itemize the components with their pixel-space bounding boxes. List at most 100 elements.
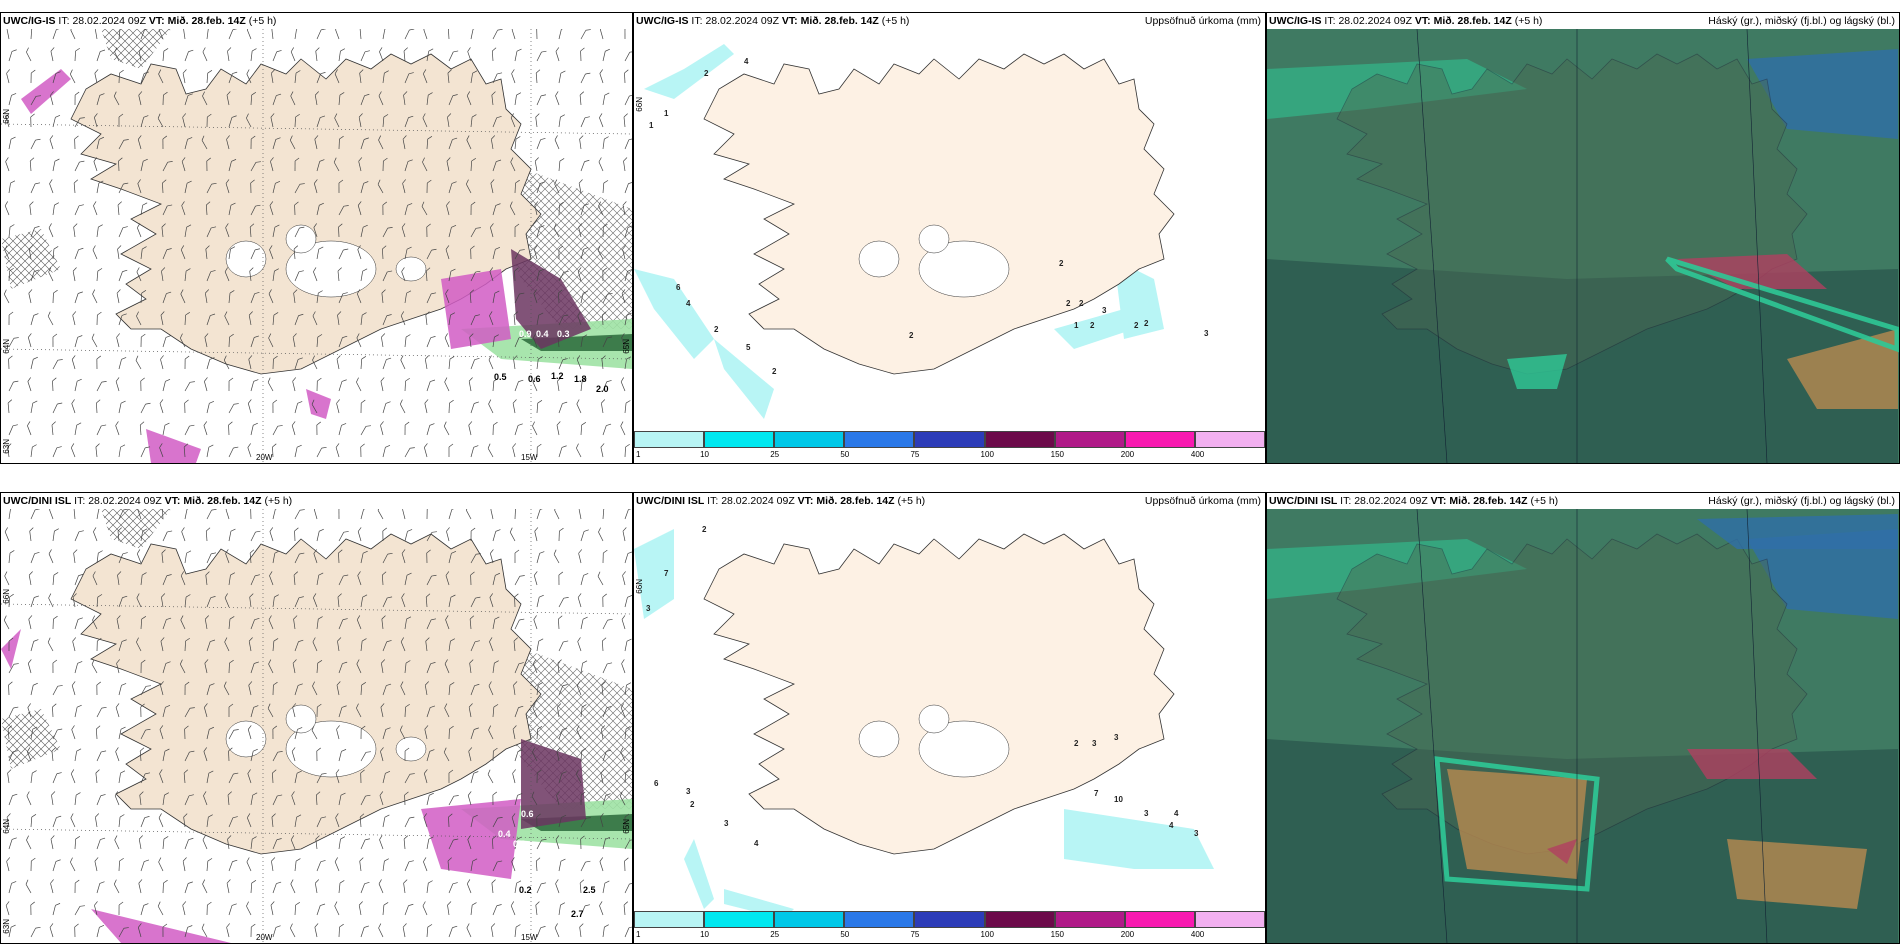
wind-barb xyxy=(536,638,544,652)
wind-barb xyxy=(30,595,40,608)
wind-barb xyxy=(184,180,192,194)
wind-barb xyxy=(488,725,494,740)
wind-barb xyxy=(514,48,522,62)
wind-barb xyxy=(602,267,607,282)
precip-panel-top: UWC/IG-IS IT: 28.02.2024 09Z VT: Mið. 28… xyxy=(633,12,1266,464)
wind-barb xyxy=(358,113,363,128)
wind-barb xyxy=(92,615,98,630)
wind-barb xyxy=(602,223,608,238)
wind-barb xyxy=(250,705,259,718)
wind-barb xyxy=(30,639,39,652)
wind-barb xyxy=(161,593,166,608)
wind-barb xyxy=(160,681,164,696)
wind-barb xyxy=(357,527,362,542)
wind-barb xyxy=(316,616,323,630)
wind-barb xyxy=(514,423,523,436)
wind-barb xyxy=(136,549,142,564)
wind-barb xyxy=(360,181,369,194)
wind-barb xyxy=(536,926,546,938)
wind-barb xyxy=(513,637,518,652)
wind-barb xyxy=(360,224,368,238)
wind-barb xyxy=(426,924,433,938)
wind-barb xyxy=(338,248,349,260)
wind-barb xyxy=(74,661,83,674)
wind-barb xyxy=(424,355,429,370)
wind-barb xyxy=(360,268,368,282)
wind-barb xyxy=(580,378,587,392)
wind-barb xyxy=(470,571,475,586)
wind-barb xyxy=(402,509,406,520)
precip-value-label: 3 xyxy=(1204,329,1209,338)
wind-barb xyxy=(162,335,171,348)
wind-barb xyxy=(6,29,11,40)
wind-barb xyxy=(360,925,370,938)
wind-barb xyxy=(8,424,18,436)
colorbar-tick: 200 xyxy=(1120,450,1135,459)
wind-barb xyxy=(468,377,473,392)
valid-time: Mið. 28.feb. 14Z xyxy=(1449,495,1528,507)
wind-barb xyxy=(249,549,255,564)
wind-barb xyxy=(162,705,171,718)
wind-barb xyxy=(158,69,164,84)
colorbar-segment xyxy=(1054,911,1125,928)
wind-barb xyxy=(424,399,429,414)
wind-barb xyxy=(52,659,58,674)
wind-barb xyxy=(5,157,10,172)
wind-barb xyxy=(4,245,10,260)
wind-barb xyxy=(8,180,16,194)
wind-barb xyxy=(71,681,76,696)
wind-barb xyxy=(580,290,588,304)
wind-barb xyxy=(96,136,105,150)
cloud-panel-top: UWC/IG-IS IT: 28.02.2024 09Z VT: Mið. 28… xyxy=(1266,12,1900,464)
wind-barb xyxy=(400,637,406,652)
colorbar-tick: 75 xyxy=(910,930,920,939)
wind-barb xyxy=(492,704,499,718)
wind-barb xyxy=(290,47,296,62)
glacier xyxy=(918,240,1010,298)
wind-barb xyxy=(246,113,252,128)
wind-barb xyxy=(466,135,472,150)
colorbar-segment xyxy=(984,911,1055,928)
wind-barb xyxy=(136,311,142,326)
wind-barb xyxy=(470,157,477,172)
precip-area xyxy=(1054,309,1134,349)
wind-barb xyxy=(404,791,409,806)
wind-barb xyxy=(469,289,475,304)
wind-barb xyxy=(578,179,583,194)
wind-barb xyxy=(514,575,525,586)
wind-barb xyxy=(492,660,499,674)
wind-barb xyxy=(294,201,299,216)
wind-barb xyxy=(600,813,604,828)
wind-barb xyxy=(338,92,345,106)
wind-barb xyxy=(335,813,340,828)
wind-barb xyxy=(402,179,407,194)
precip-value-label: 2 xyxy=(1074,739,1079,748)
wind-barb xyxy=(228,246,236,260)
wind-barb xyxy=(7,769,12,784)
wind-barb xyxy=(271,29,276,40)
wind-barb xyxy=(580,817,591,828)
purple-area xyxy=(146,429,201,463)
wind-barb xyxy=(96,424,107,436)
wind-barb xyxy=(202,879,208,894)
precip-value-label: 3 xyxy=(1092,739,1097,748)
wind-barb xyxy=(140,246,147,260)
wind-barb xyxy=(580,247,589,260)
wind-barb xyxy=(378,91,384,106)
wind-barb xyxy=(602,48,610,62)
wind-barb xyxy=(602,136,609,150)
wind-barb xyxy=(316,115,326,128)
wind-barb xyxy=(513,681,518,696)
wind-barb xyxy=(492,421,498,436)
wind-barb xyxy=(118,400,126,414)
wind-barb xyxy=(249,593,254,608)
wind-barb xyxy=(599,29,604,40)
wind-barb xyxy=(338,531,349,542)
panel-title: Háský (gr.), miðský (fj.bl.) og lágský (… xyxy=(1708,495,1895,507)
axis-label: 66N xyxy=(635,97,644,112)
wind-barb xyxy=(359,857,364,872)
wind-barb xyxy=(224,593,230,608)
wind-barb xyxy=(426,336,436,348)
wind-barb xyxy=(246,857,252,872)
model-name: UWC/DINI ISL xyxy=(636,495,705,507)
